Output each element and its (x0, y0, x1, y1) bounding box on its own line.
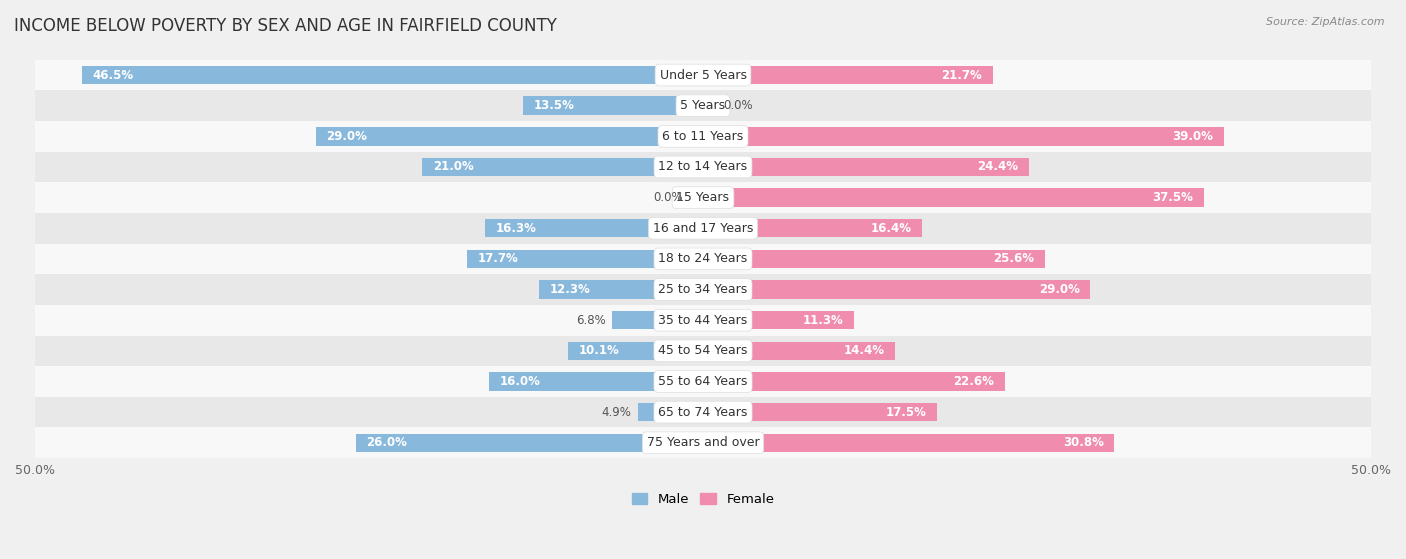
Bar (568, 342, 703, 360)
Text: 11.3%: 11.3% (803, 314, 844, 326)
Text: 17.5%: 17.5% (886, 406, 927, 419)
Bar (703, 311, 853, 329)
Bar (82, 66, 703, 84)
Text: 29.0%: 29.0% (326, 130, 367, 143)
Bar (35, 244, 1371, 274)
Bar (703, 127, 1225, 145)
Bar (35, 182, 1371, 213)
Text: 21.0%: 21.0% (433, 160, 474, 173)
Text: 37.5%: 37.5% (1153, 191, 1194, 204)
Text: 30.8%: 30.8% (1063, 436, 1104, 449)
Text: 16.4%: 16.4% (870, 222, 911, 235)
Text: 10.1%: 10.1% (579, 344, 620, 357)
Text: 46.5%: 46.5% (93, 69, 134, 82)
Text: 13.5%: 13.5% (533, 99, 574, 112)
Bar (612, 311, 703, 329)
Text: 75 Years and over: 75 Years and over (647, 436, 759, 449)
Text: Under 5 Years: Under 5 Years (659, 69, 747, 82)
Bar (538, 281, 703, 299)
Bar (35, 151, 1371, 182)
Bar (315, 127, 703, 145)
Text: Source: ZipAtlas.com: Source: ZipAtlas.com (1267, 17, 1385, 27)
Bar (703, 66, 993, 84)
Bar (35, 366, 1371, 397)
Text: 4.9%: 4.9% (600, 406, 631, 419)
Bar (637, 403, 703, 421)
Bar (356, 434, 703, 452)
Text: 29.0%: 29.0% (1039, 283, 1080, 296)
Text: 14.4%: 14.4% (844, 344, 884, 357)
Text: 6 to 11 Years: 6 to 11 Years (662, 130, 744, 143)
Text: 65 to 74 Years: 65 to 74 Years (658, 406, 748, 419)
Text: 26.0%: 26.0% (367, 436, 408, 449)
Text: 17.7%: 17.7% (477, 253, 517, 266)
Bar (703, 158, 1029, 176)
Bar (35, 335, 1371, 366)
Bar (35, 213, 1371, 244)
Bar (703, 250, 1045, 268)
Text: 22.6%: 22.6% (953, 375, 994, 388)
Text: 18 to 24 Years: 18 to 24 Years (658, 253, 748, 266)
Bar (35, 274, 1371, 305)
Bar (703, 281, 1091, 299)
Bar (35, 305, 1371, 335)
Bar (422, 158, 703, 176)
Text: INCOME BELOW POVERTY BY SEX AND AGE IN FAIRFIELD COUNTY: INCOME BELOW POVERTY BY SEX AND AGE IN F… (14, 17, 557, 35)
Text: 35 to 44 Years: 35 to 44 Years (658, 314, 748, 326)
Bar (703, 403, 936, 421)
Text: 39.0%: 39.0% (1173, 130, 1213, 143)
Bar (485, 219, 703, 238)
Bar (703, 434, 1115, 452)
Bar (35, 60, 1371, 91)
Bar (523, 97, 703, 115)
Text: 24.4%: 24.4% (977, 160, 1018, 173)
Text: 21.7%: 21.7% (942, 69, 983, 82)
Bar (35, 428, 1371, 458)
Bar (489, 372, 703, 391)
Bar (703, 219, 922, 238)
Text: 6.8%: 6.8% (575, 314, 606, 326)
Legend: Male, Female: Male, Female (626, 487, 780, 511)
Text: 12.3%: 12.3% (550, 283, 591, 296)
Text: 16 and 17 Years: 16 and 17 Years (652, 222, 754, 235)
Text: 12 to 14 Years: 12 to 14 Years (658, 160, 748, 173)
Bar (35, 91, 1371, 121)
Bar (703, 188, 1204, 207)
Text: 16.0%: 16.0% (501, 375, 541, 388)
Text: 0.0%: 0.0% (723, 99, 752, 112)
Text: 5 Years: 5 Years (681, 99, 725, 112)
Text: 16.3%: 16.3% (496, 222, 537, 235)
Text: 45 to 54 Years: 45 to 54 Years (658, 344, 748, 357)
Bar (35, 121, 1371, 151)
Text: 15 Years: 15 Years (676, 191, 730, 204)
Bar (703, 342, 896, 360)
Bar (35, 397, 1371, 428)
Bar (467, 250, 703, 268)
Text: 0.0%: 0.0% (654, 191, 683, 204)
Text: 25 to 34 Years: 25 to 34 Years (658, 283, 748, 296)
Text: 55 to 64 Years: 55 to 64 Years (658, 375, 748, 388)
Bar (703, 372, 1005, 391)
Text: 25.6%: 25.6% (993, 253, 1035, 266)
